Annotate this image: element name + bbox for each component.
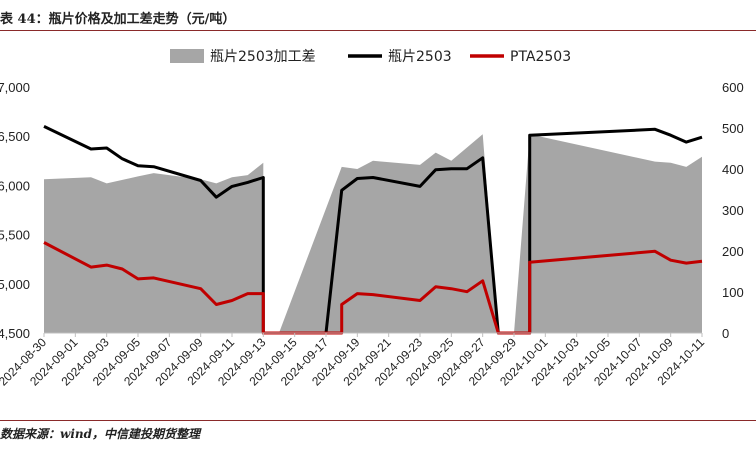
area-layer [44,134,702,333]
chart: 7,000 6,500 6,000 5,500 5,000 4,500 600 500 400 3… [0,49,744,389]
legend-swatch-area [170,49,204,63]
legend-label: PTA2503 [510,49,571,65]
right-axis-tick-label: 600 [722,80,744,95]
right-axis-tick-label: 200 [722,244,744,259]
right-axis-tick-label: 400 [722,162,744,177]
series-area-processing-spread [44,134,702,333]
legend: 瓶片2503加工差 瓶片2503 PTA2503 [170,49,571,65]
left-axis-tick-label: 5,500 [0,228,30,243]
source-note: 数据来源：wind，中信建投期货整理 [0,427,201,441]
bottom-rule [0,420,756,421]
legend-label: 瓶片2503 [388,49,452,65]
left-axis-tick-label: 4,500 [0,326,30,341]
chart-title: 表 44：瓶片价格及加工差走势（元/吨） [0,12,236,27]
left-axis-tick-label: 7,000 [0,80,30,95]
line-layer [43,125,703,335]
right-axis-tick-label: 500 [722,121,744,136]
right-axis-tick-label: 300 [722,203,744,218]
left-axis-tick-label: 5,000 [0,277,30,292]
series-line-bottle-chip [43,125,703,335]
right-axis-tick-label: 0 [722,326,729,341]
right-axis-tick-label: 100 [722,285,744,300]
top-rule [0,30,756,31]
left-axis-tick-label: 6,500 [0,129,30,144]
series-line-pta [43,241,703,335]
left-axis-tick-label: 6,000 [0,178,30,193]
legend-label: 瓶片2503加工差 [210,49,316,65]
